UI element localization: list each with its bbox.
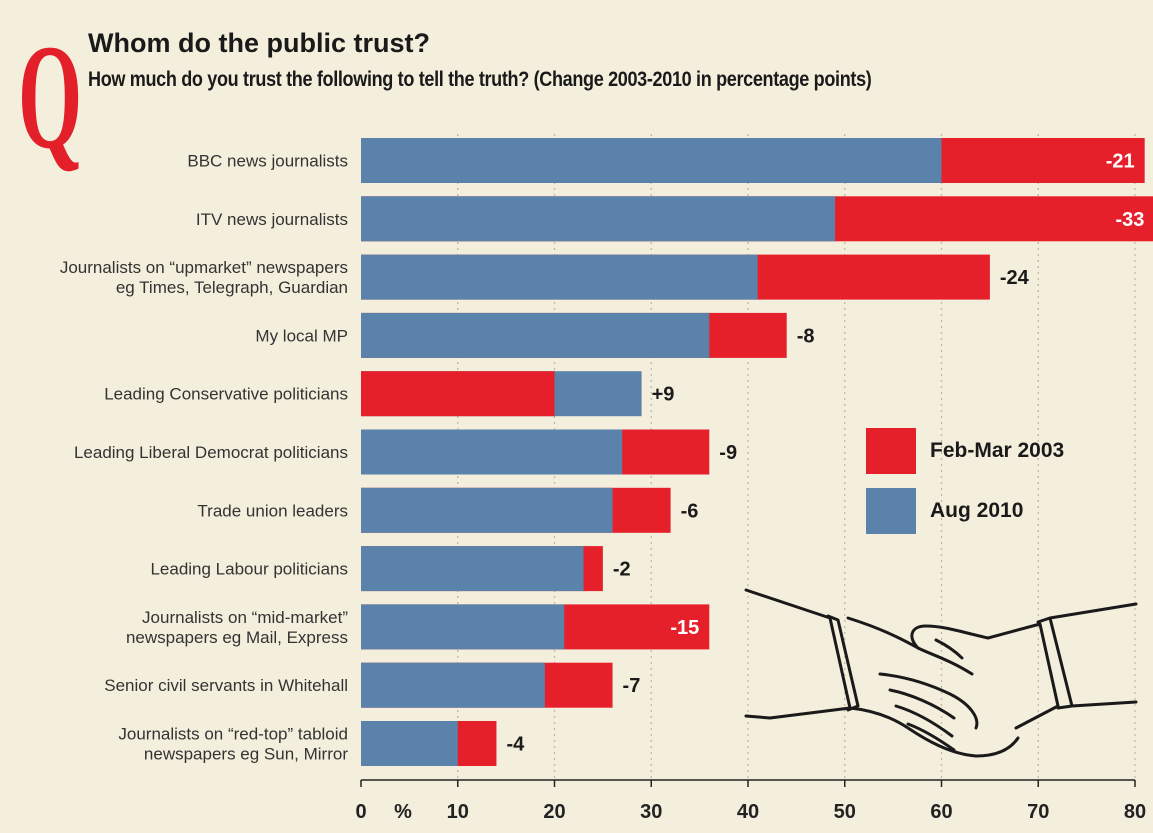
- category-label-0: BBC news journalists: [187, 152, 348, 171]
- x-tick-label-80: 80: [1124, 801, 1146, 823]
- x-tick-label-40: 40: [737, 801, 759, 823]
- category-label-4: Leading Conservative politicians: [104, 385, 348, 404]
- legend-item-2003: Feb-Mar 2003: [866, 428, 1064, 474]
- x-unit-label: %: [394, 801, 412, 823]
- bar-2010-2: [361, 254, 758, 300]
- category-label-8-line1: newspapers eg Mail, Express: [126, 628, 348, 647]
- bar-2010-9: [361, 662, 545, 708]
- legend-swatch-2003: [866, 428, 916, 474]
- x-tick-label-60: 60: [930, 801, 952, 823]
- chart-title: Whom do the public trust?: [88, 28, 430, 58]
- bar-2010-3: [361, 312, 710, 358]
- bar-2010-8: [361, 604, 565, 650]
- change-label-9: -7: [623, 675, 641, 697]
- change-label-7: -2: [613, 559, 631, 581]
- x-tick-label-0: 0: [355, 801, 366, 823]
- x-tick-label-30: 30: [640, 801, 662, 823]
- category-label-8-line0: Journalists on “mid-market”: [142, 608, 348, 627]
- category-label-2-line1: eg Times, Telegraph, Guardian: [116, 278, 348, 297]
- x-tick-label-50: 50: [834, 801, 856, 823]
- bar-2010-6: [361, 487, 613, 533]
- change-label-2: -24: [1000, 267, 1030, 289]
- category-label-1: ITV news journalists: [196, 210, 348, 229]
- change-label-5: -9: [719, 442, 737, 464]
- legend-item-2010: Aug 2010: [866, 488, 1064, 534]
- bar-2003-4: [361, 371, 555, 417]
- x-tick-label-10: 10: [447, 801, 469, 823]
- q-logo: Q: [18, 14, 82, 180]
- bar-2010-10: [361, 721, 458, 766]
- bar-2010-7: [361, 546, 584, 592]
- change-label-4: +9: [652, 384, 675, 406]
- legend-swatch-2010: [866, 488, 916, 534]
- change-label-8: -15: [670, 617, 699, 639]
- change-label-3: -8: [797, 325, 815, 347]
- category-label-10-line1: newspapers eg Sun, Mirror: [144, 745, 348, 764]
- category-label-6: Trade union leaders: [197, 501, 348, 520]
- change-label-10: -4: [506, 734, 525, 756]
- legend-label-2010: Aug 2010: [930, 499, 1024, 522]
- category-label-10-line0: Journalists on “red-top” tabloid: [118, 725, 348, 744]
- category-label-7: Leading Labour politicians: [150, 560, 348, 579]
- x-tick-label-20: 20: [543, 801, 565, 823]
- change-label-1: -33: [1115, 209, 1144, 231]
- chart-subtitle: How much do you trust the following to t…: [88, 68, 872, 91]
- category-label-5: Leading Liberal Democrat politicians: [74, 443, 348, 462]
- change-label-0: -21: [1106, 151, 1135, 173]
- category-label-2-line0: Journalists on “upmarket” newspapers: [60, 258, 348, 277]
- x-tick-label-70: 70: [1027, 801, 1049, 823]
- category-label-9: Senior civil servants in Whitehall: [104, 676, 348, 695]
- legend: Feb-Mar 2003 Aug 2010: [866, 428, 1064, 548]
- bar-2010-0: [361, 138, 942, 183]
- bar-2010-5: [361, 429, 623, 475]
- change-label-6: -6: [681, 500, 699, 522]
- category-label-3: My local MP: [255, 326, 348, 345]
- bar-2010-1: [361, 196, 836, 242]
- legend-label-2003: Feb-Mar 2003: [930, 439, 1065, 462]
- handshake-illustration: [744, 588, 1138, 758]
